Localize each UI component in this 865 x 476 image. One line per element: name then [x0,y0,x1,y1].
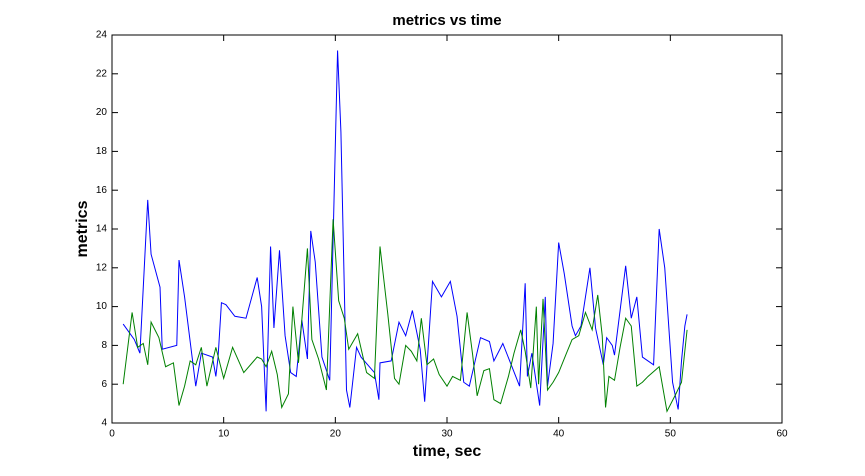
y-axis-label: metrics [74,200,91,257]
x-tick-label: 40 [553,429,565,440]
x-axis-label: time, sec [413,443,482,460]
x-tick-label: 10 [218,429,230,440]
y-tick-label: 12 [96,262,108,273]
x-tick-label: 0 [109,429,115,440]
x-tick-label: 30 [441,429,453,440]
y-tick-label: 24 [96,30,108,41]
x-tick-label: 50 [665,429,677,440]
y-tick-label: 6 [101,379,107,390]
y-tick-label: 16 [96,185,108,196]
data-line [122,219,688,413]
y-tick-label: 22 [96,68,108,79]
x-tick-label: 20 [330,429,342,440]
chart-title: metrics vs time [392,12,501,29]
y-tick-label: 14 [96,224,108,235]
y-tick-label: 20 [96,107,108,118]
data-line [122,50,688,412]
y-tick-label: 8 [101,340,107,351]
plot-area [111,34,783,424]
y-tick-label: 18 [96,146,108,157]
y-tick-label: 4 [101,418,107,429]
y-tick-label: 10 [96,301,108,312]
x-tick-label: 60 [776,429,788,440]
